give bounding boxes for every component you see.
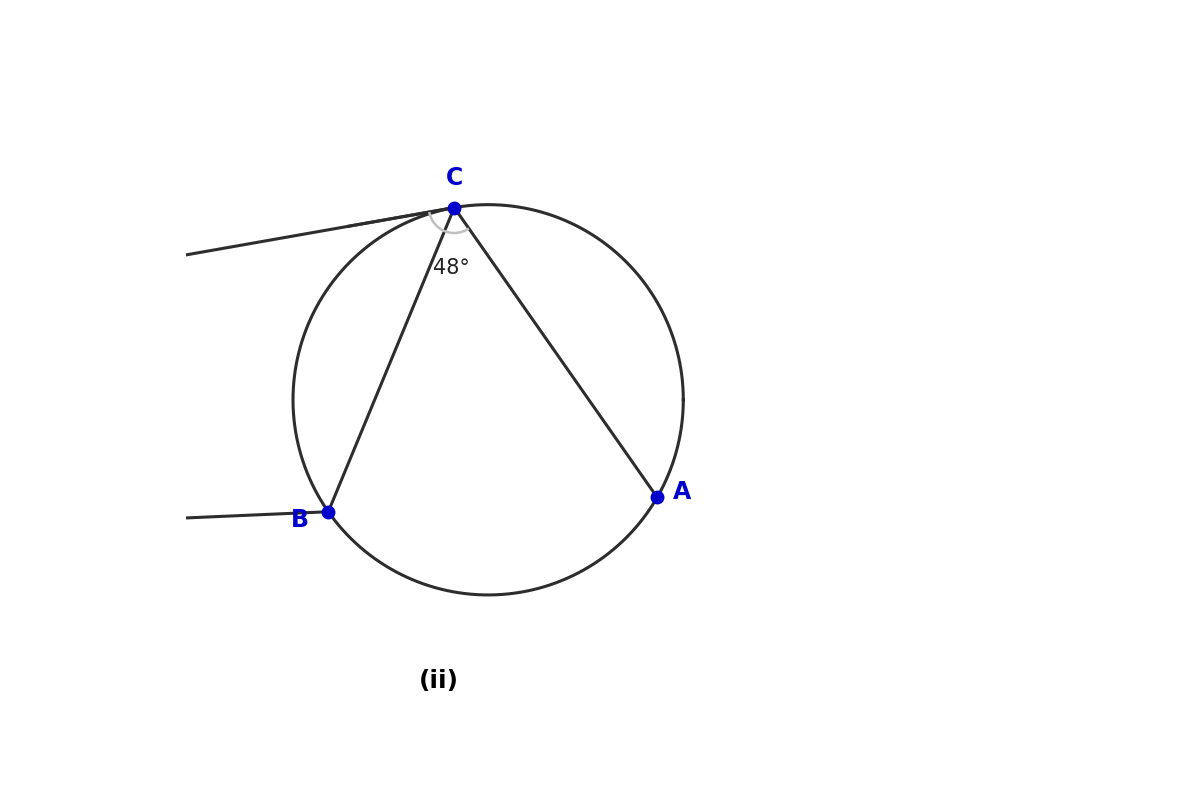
- Text: A: A: [673, 479, 691, 504]
- Text: (ii): (ii): [419, 669, 460, 693]
- Text: 48°: 48°: [433, 258, 470, 278]
- Text: B: B: [290, 508, 308, 531]
- Text: C: C: [445, 166, 463, 190]
